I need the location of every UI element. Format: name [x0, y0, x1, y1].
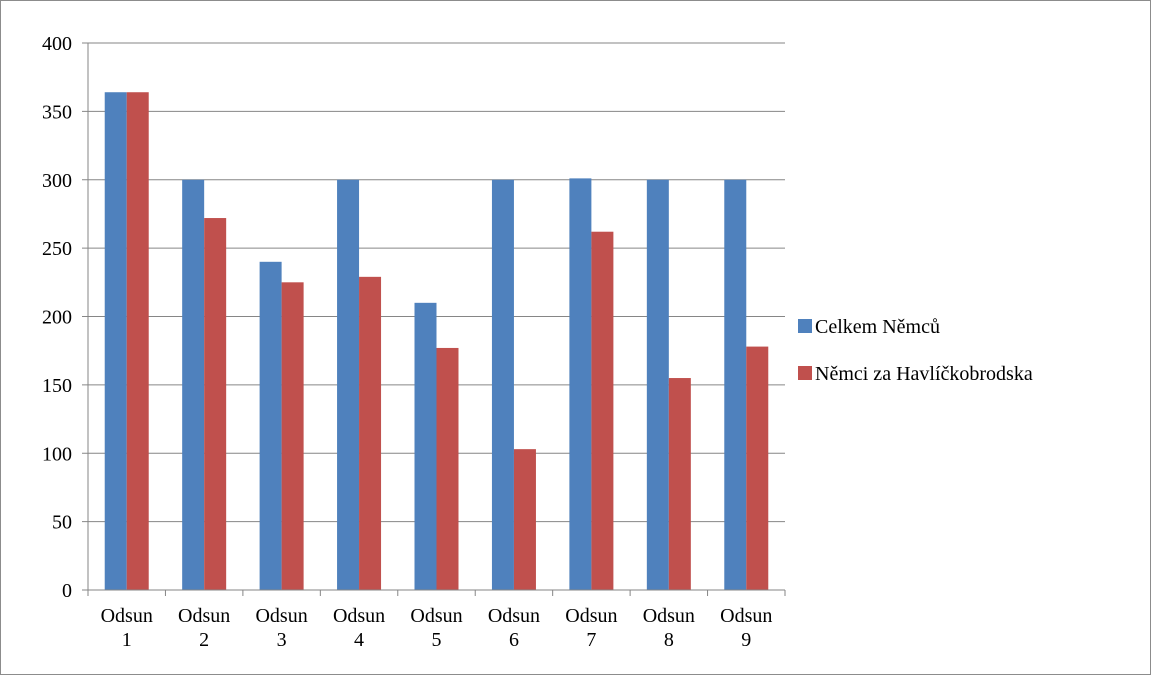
- legend: Celkem Němců Němci za Havlíčkobrodska: [798, 316, 1033, 385]
- bar-havlickobrodsko-8: [668, 378, 691, 590]
- y-tick-labels: 0 50 100 150 200 250 300 350 400: [42, 33, 72, 602]
- axes: [82, 42, 786, 596]
- bar-celkem-8: [646, 179, 669, 590]
- bar-havlickobrodsko-2: [204, 218, 227, 591]
- bar-celkem-5: [414, 302, 437, 590]
- bar-celkem-2: [182, 179, 205, 590]
- x-tick-label: Odsun 4: [333, 605, 385, 651]
- y-tick-label: 0: [62, 580, 72, 602]
- bar-havlickobrodsko-9: [746, 346, 769, 590]
- bar-havlickobrodsko-5: [436, 347, 459, 590]
- y-tick-label: 50: [52, 512, 72, 534]
- bar-celkem-9: [724, 179, 747, 590]
- y-tick-label: 250: [42, 238, 72, 260]
- y-tick-label: 350: [42, 101, 72, 123]
- y-tick-label: 150: [42, 375, 72, 397]
- x-tick-label: Odsun 2: [178, 605, 230, 651]
- x-tick-label: Odsun 3: [255, 605, 307, 651]
- x-tick-label: Odsun 5: [410, 605, 462, 651]
- x-tick-label: Odsun 9: [720, 605, 772, 651]
- bar-celkem-1: [104, 92, 127, 590]
- bar-havlickobrodsko-7: [591, 231, 614, 590]
- bar-celkem-4: [337, 179, 360, 590]
- bar-celkem-6: [491, 179, 514, 590]
- y-tick-label: 300: [42, 170, 72, 192]
- bar-celkem-7: [569, 178, 592, 590]
- x-tick-label: Odsun 6: [488, 605, 540, 651]
- legend-label-2: Němci za Havlíčkobrodska: [815, 363, 1033, 385]
- x-tick-label: Odsun 1: [101, 605, 153, 651]
- y-tick-label: 100: [42, 443, 72, 465]
- bar-havlickobrodsko-4: [359, 276, 382, 590]
- x-tick-labels: Odsun 1 Odsun 2 Odsun 3 Odsun 4 Odsun 5 Odsun 6 Odsu…: [101, 605, 773, 651]
- legend-label-1: Celkem Němců: [815, 316, 940, 338]
- bar-havlickobrodsko-6: [513, 449, 536, 590]
- bar-celkem-3: [259, 261, 282, 590]
- bars: [104, 92, 769, 591]
- x-tick-label: Odsun 8: [643, 605, 695, 651]
- y-tick-label: 400: [42, 33, 72, 55]
- x-tick-label: Odsun 7: [565, 605, 617, 651]
- legend-swatch-1: [798, 319, 812, 333]
- legend-swatch-2: [798, 366, 812, 380]
- y-tick-label: 200: [42, 307, 72, 329]
- bar-havlickobrodsko-3: [281, 282, 304, 590]
- bar-havlickobrodsko-1: [126, 92, 149, 590]
